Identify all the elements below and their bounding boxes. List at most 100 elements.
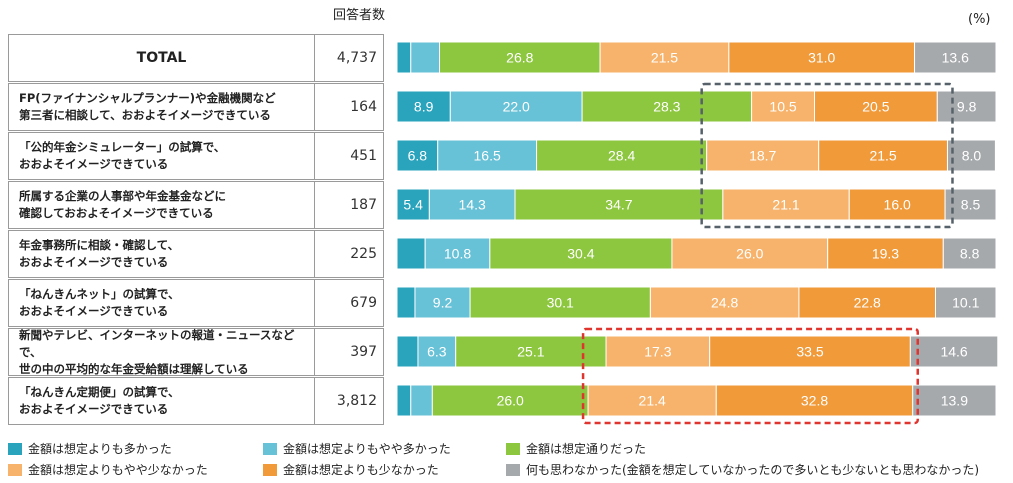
data-label: 25.1 [517, 344, 544, 360]
data-label: 21.5 [869, 148, 896, 164]
bar-segment-as-expected [514, 188, 724, 221]
bar-segment-as-expected [581, 90, 753, 123]
data-label: 16.0 [884, 197, 911, 213]
data-label: 8.0 [962, 148, 982, 164]
bar-segment-slightly-more [424, 237, 491, 270]
data-label: 13.9 [941, 393, 968, 409]
data-label: 22.0 [503, 99, 530, 115]
row-label: 年金事務所に相談・確認して、 おおよそイメージできている [9, 231, 315, 277]
legend-item: 金額は想定通りだった [506, 440, 646, 457]
bar-segment-much-more [396, 41, 412, 74]
row-label: 「ねんきんネット」の試算で、 おおよそイメージできている [9, 280, 315, 326]
table-row: 新聞やテレビ、インターネットの報道・ニュースなどで、 世の中の平均的な年金受給額… [8, 328, 384, 376]
bar-segment-slightly-less [587, 384, 717, 417]
data-label: 13.6 [942, 50, 969, 66]
data-label: 5.4 [403, 197, 423, 213]
legend-swatch [506, 463, 520, 476]
data-label: 33.5 [796, 344, 823, 360]
respondent-count: 679 [350, 295, 377, 311]
data-label: 26.0 [497, 393, 524, 409]
bar-segment-much-less [715, 384, 914, 417]
bar-segment-much-less [848, 188, 946, 221]
table-row-total: TOTAL 4,737 [8, 34, 384, 82]
respondent-count: 4,737 [336, 50, 377, 66]
respondent-count: 164 [350, 99, 377, 115]
bar-segment-no-thought [912, 384, 997, 417]
bar-segment-as-expected [536, 139, 708, 172]
data-label: 26.0 [736, 246, 763, 262]
bar-segment-slightly-less [605, 335, 711, 368]
data-label: 14.3 [459, 197, 486, 213]
data-label: 21.4 [639, 393, 666, 409]
legend-item: 何も思わなかった(金額を想定していなかったので多いとも少ないとも思わなかった) [506, 461, 979, 478]
data-label: 34.7 [605, 197, 632, 213]
bar-segment-much-less [818, 139, 948, 172]
highlight-box [700, 82, 954, 229]
data-label: 20.5 [862, 99, 889, 115]
bar-segment-much-more [396, 90, 451, 123]
bar-segment-slightly-more [410, 384, 433, 417]
respondent-count: 451 [350, 148, 377, 164]
data-label: 10.8 [444, 246, 471, 262]
highlight-box [581, 327, 919, 425]
bar-segment-slightly-more [437, 139, 538, 172]
table-row: 「公的年金シミュレーター」の試算で、 おおよそイメージできている 451 [8, 132, 384, 180]
bar-segment-slightly-less [599, 41, 730, 74]
data-label: 28.4 [608, 148, 635, 164]
stacked-bar-chart: 26.8 21.5 31.0 13.6 8.9 22.0 28.3 10.5 20.5 9.8 6.… [396, 41, 999, 425]
data-label: 8.8 [960, 246, 980, 262]
data-label: 9.2 [433, 295, 453, 311]
bar-segment-slightly-less [671, 237, 829, 270]
unit-label: (%) [968, 12, 991, 27]
legend-swatch [8, 463, 22, 476]
legend-label: 金額は想定通りだった [526, 442, 647, 456]
bar-segment-much-less [827, 237, 944, 270]
legend-swatch [263, 463, 277, 476]
legend-swatch [8, 442, 22, 455]
data-label: 9.8 [957, 99, 977, 115]
row-label: FP(ファイナンシャルプランナー)や金融機関など 第三者に相談して、おおよそイメ… [9, 84, 315, 130]
data-label: 21.1 [772, 197, 799, 213]
data-label: 18.7 [749, 148, 776, 164]
legend-item: 金額は想定よりも多かった [8, 440, 172, 457]
legend-label: 金額は想定よりもやや少なかった [28, 463, 208, 477]
bar-segment-slightly-less [706, 139, 820, 172]
table-row: 年金事務所に相談・確認して、 おおよそイメージできている 225 [8, 230, 384, 278]
bar-segment-no-thought [936, 90, 997, 123]
data-label: 26.8 [506, 50, 533, 66]
data-label: 10.1 [952, 295, 979, 311]
legend-label: 金額は想定よりも少なかった [283, 463, 439, 477]
respondent-count: 225 [350, 246, 377, 262]
data-label: 16.5 [474, 148, 501, 164]
data-label: 19.3 [872, 246, 899, 262]
data-label: 14.6 [940, 344, 967, 360]
bar-segment-no-thought [942, 237, 997, 270]
data-label: 28.3 [653, 99, 680, 115]
bar-segment-much-more [396, 237, 426, 270]
legend: 金額は想定よりも多かった 金額は想定よりもやや多かった 金額は想定通りだった 金… [8, 438, 1008, 480]
bar-segment-much-less [709, 335, 911, 368]
legend-swatch [506, 442, 520, 455]
bar-segment-much-more [396, 384, 412, 417]
row-label: 所属する企業の人事部や年金基金などに 確認しておおよそイメージできている [9, 182, 315, 228]
respondent-count: 3,812 [336, 393, 377, 409]
row-label: 「ねんきん定期便」の試算で、 おおよそイメージできている [9, 378, 315, 424]
bar-segment-much-more [396, 139, 439, 172]
bar-segment-slightly-more [449, 90, 583, 123]
data-label: 30.1 [547, 295, 574, 311]
legend-item: 金額は想定よりも少なかった [263, 461, 439, 478]
data-label: 17.3 [644, 344, 671, 360]
respondent-count: 187 [350, 197, 377, 213]
data-label: 30.4 [567, 246, 594, 262]
category-table: TOTAL 4,737 FP(ファイナンシャルプランナー)や金融機関など 第三者… [8, 34, 384, 428]
bar-segment-no-thought [914, 41, 997, 74]
data-label: 10.5 [769, 99, 796, 115]
bar-segment-slightly-more [417, 335, 457, 368]
bar-segment-much-more [396, 286, 416, 319]
data-label: 22.8 [854, 295, 881, 311]
bar-segment-much-less [798, 286, 936, 319]
legend-label: 金額は想定よりも多かった [28, 442, 172, 456]
table-row: 「ねんきん定期便」の試算で、 おおよそイメージできている 3,812 [8, 377, 384, 425]
row-label: 新聞やテレビ、インターネットの報道・ニュースなどで、 世の中の平均的な年金受給額… [9, 328, 315, 376]
table-row: 「ねんきんネット」の試算で、 おおよそイメージできている 679 [8, 279, 384, 327]
